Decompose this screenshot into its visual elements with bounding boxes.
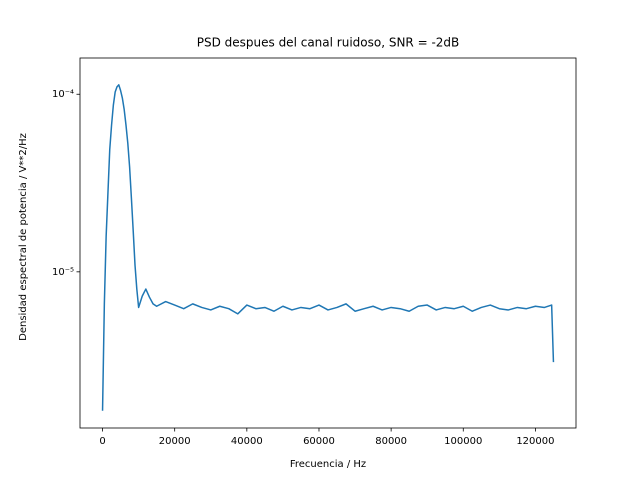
x-tick-label: 120000 xyxy=(516,436,554,447)
x-tick-label: 80000 xyxy=(375,436,407,447)
chart-title: PSD despues del canal ruidoso, SNR = -2d… xyxy=(197,36,460,50)
x-tick-label: 20000 xyxy=(159,436,191,447)
y-tick-label: 10⁻⁴ xyxy=(52,89,74,100)
x-tick-label: 60000 xyxy=(303,436,335,447)
y-axis-label: Densidad espectral de potencia / V**2/Hz xyxy=(18,133,29,341)
x-tick-label: 100000 xyxy=(444,436,482,447)
plot-frame xyxy=(79,57,577,429)
x-tick-label: 40000 xyxy=(231,436,263,447)
y-tick-label: 10⁻⁵ xyxy=(52,267,74,278)
x-axis-label: Frecuencia / Hz xyxy=(290,459,366,470)
line-series xyxy=(101,84,555,411)
x-tick-label: 0 xyxy=(99,436,105,447)
